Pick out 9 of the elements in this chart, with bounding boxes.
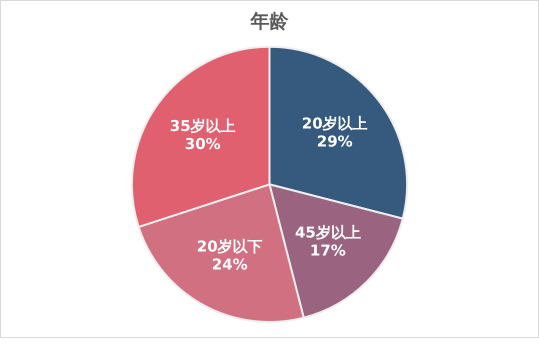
data-label: 24% <box>212 256 248 274</box>
data-label: 29% <box>316 132 353 151</box>
slice-label: 20岁以下 <box>196 238 263 256</box>
data-label: 17% <box>310 242 346 260</box>
slice-label: 20岁以上 <box>302 114 368 133</box>
data-label: 30% <box>184 134 221 153</box>
chart-title: 年龄 <box>250 10 290 32</box>
slice-label: 45岁以上 <box>294 224 361 242</box>
slice-label: 35岁以上 <box>170 116 236 135</box>
